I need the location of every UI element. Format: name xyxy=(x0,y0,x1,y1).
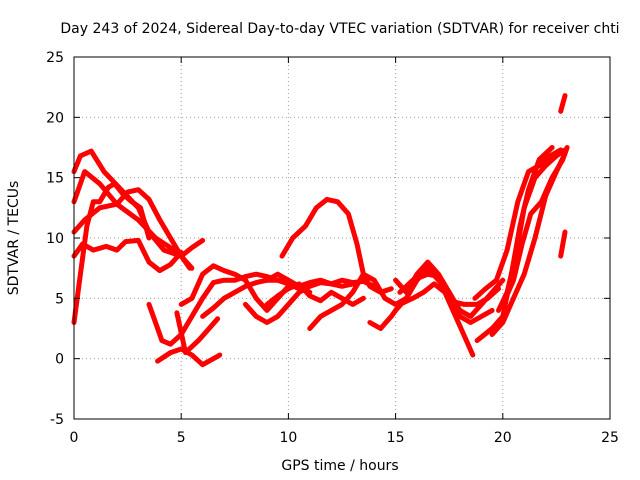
x-tick-label: 10 xyxy=(279,430,297,446)
series-track-23 xyxy=(500,145,570,307)
series-track-16 xyxy=(367,281,476,358)
data-series xyxy=(71,93,570,368)
x-tick-label: 25 xyxy=(601,430,619,446)
series-track-24 xyxy=(496,147,568,313)
series-track-19 xyxy=(397,271,501,307)
x-axis-label: GPS time / hours xyxy=(281,458,398,474)
x-tick-label: 5 xyxy=(177,430,186,446)
x-tick-label: 20 xyxy=(494,430,512,446)
series-track-25 xyxy=(558,93,568,114)
y-axis-label: SDTVAR / TECUs xyxy=(6,181,22,296)
y-tick-label: 5 xyxy=(55,291,64,307)
axis-ticks: 0 5 10 15 20 25 -5 0 5 10 15 20 25 xyxy=(46,50,619,446)
y-tick-label: 10 xyxy=(46,231,64,247)
chart-title: Day 243 of 2024, Sidereal Day-to-day VTE… xyxy=(60,21,619,37)
series-track-4 xyxy=(71,237,184,274)
x-tick-label: 15 xyxy=(387,430,405,446)
series-track-15 xyxy=(307,271,409,331)
series-track-5 xyxy=(71,181,152,325)
series-track-26 xyxy=(558,229,568,259)
series-track-3 xyxy=(71,187,195,271)
plot-frame xyxy=(73,56,611,420)
series-track-20 xyxy=(472,147,564,301)
series-track-14 xyxy=(279,196,394,295)
x-tick-label: 0 xyxy=(70,430,79,446)
y-tick-label: 20 xyxy=(46,110,64,126)
series-track-8 xyxy=(174,310,221,356)
y-tick-label: 0 xyxy=(55,352,64,368)
series-track-6 xyxy=(146,271,291,347)
series-track-9 xyxy=(178,263,291,313)
y-tick-label: 15 xyxy=(46,171,64,187)
y-tick-label: -5 xyxy=(50,412,64,428)
series-track-7 xyxy=(155,346,223,368)
y-tick-label: 25 xyxy=(46,50,64,66)
